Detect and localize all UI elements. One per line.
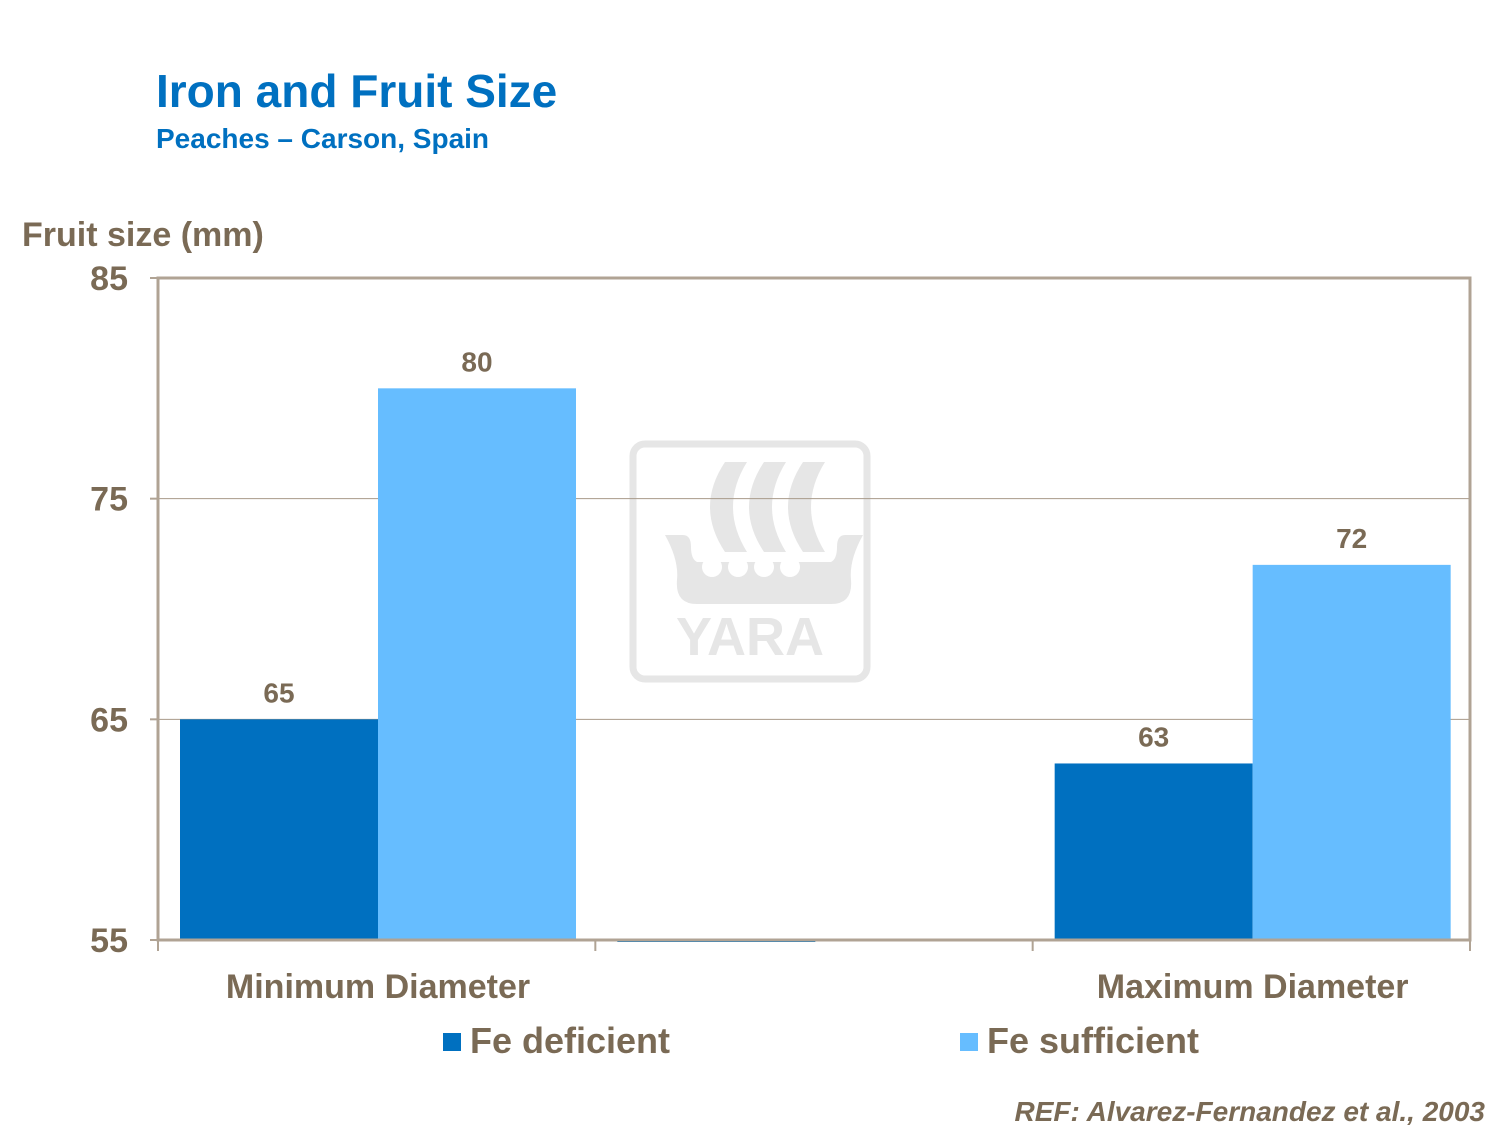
x-tick-label: Maximum Diameter: [1097, 968, 1409, 1006]
legend-label: Fe sufficient: [987, 1020, 1199, 1061]
data-label: 65: [263, 677, 294, 708]
chart-title: Iron and Fruit Size: [156, 65, 557, 117]
bar: [378, 388, 576, 940]
y-tick-label: 65: [90, 701, 128, 739]
legend-swatch: [443, 1033, 461, 1051]
bar: [1252, 564, 1451, 940]
legend-label: Fe deficient: [470, 1020, 670, 1061]
y-axis-label: Fruit size (mm): [22, 216, 264, 254]
plot-frame: [156, 276, 1472, 942]
yara-logo-watermark: YARA: [629, 440, 871, 683]
y-tick-label: 55: [90, 922, 128, 960]
data-label: 63: [1138, 721, 1169, 752]
y-tick-label: 85: [90, 260, 128, 298]
data-label: 80: [461, 346, 492, 377]
chart-subtitle: Peaches – Carson, Spain: [156, 123, 489, 154]
y-tick-label: 75: [90, 481, 128, 519]
bar: [1054, 763, 1253, 940]
data-label: 72: [1336, 523, 1367, 554]
watermark-text: YARA: [676, 607, 824, 667]
legend-swatch: [960, 1033, 978, 1051]
reference-note: REF: Alvarez-Fernandez et al., 2003: [1015, 1096, 1486, 1125]
bar: [180, 719, 378, 940]
x-tick-label: Minimum Diameter: [226, 968, 530, 1006]
